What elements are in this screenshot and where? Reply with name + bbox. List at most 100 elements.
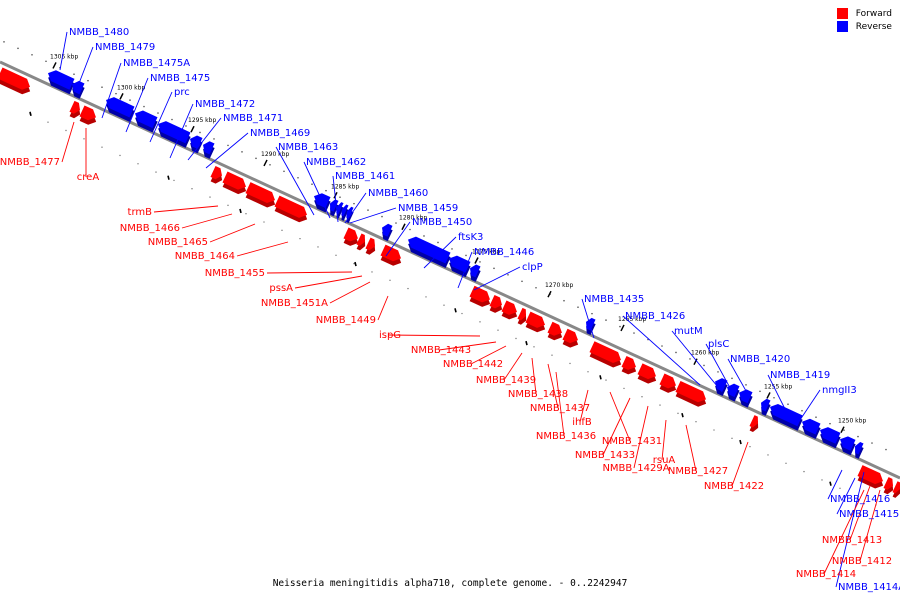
gene-label[interactable]: NMBB_1419	[770, 370, 830, 381]
gene-label[interactable]: NMBB_1466	[120, 223, 180, 234]
gene-label[interactable]: NMBB_1449	[316, 315, 376, 326]
forward-gene[interactable]	[364, 237, 380, 257]
gene-label[interactable]: NMBB_1431	[602, 436, 662, 447]
gene-label[interactable]: NMBB_1427	[668, 466, 728, 477]
reverse-gene[interactable]	[199, 139, 217, 159]
forward-gene[interactable]	[342, 227, 363, 248]
gene-label[interactable]: NMBB_1436	[536, 431, 596, 442]
forward-gene[interactable]	[221, 171, 251, 197]
reverse-gene[interactable]	[836, 434, 858, 456]
gene-label[interactable]: NMBB_1415	[839, 509, 899, 520]
forward-gene[interactable]	[0, 67, 34, 97]
forward-gene[interactable]	[882, 477, 898, 496]
gene-label[interactable]: NMBB_1461	[335, 171, 395, 182]
gene-label[interactable]: NMBB_1426	[625, 311, 685, 322]
gene-label[interactable]: NMBB_1469	[250, 128, 310, 139]
forward-gene[interactable]	[674, 380, 711, 409]
reverse-gene[interactable]	[333, 201, 346, 219]
gene-label[interactable]: NMBB_1455	[205, 268, 265, 279]
gene-label[interactable]: NMBB_1420	[730, 354, 790, 365]
gene-label[interactable]: NMBB_1412	[832, 556, 892, 567]
gene-label[interactable]: trmB	[128, 207, 153, 218]
gene-label[interactable]: NMBB_1477	[0, 157, 60, 168]
gene-label[interactable]: NMBB_1433	[575, 450, 635, 461]
gene-label[interactable]: NMBB_1439	[476, 375, 536, 386]
forward-gene[interactable]	[588, 341, 626, 370]
gene-label[interactable]: prc	[174, 87, 190, 98]
gene-label[interactable]: NMBB_1442	[443, 359, 503, 370]
gene-label[interactable]: nmgII3	[822, 385, 857, 396]
reverse-gene[interactable]	[102, 95, 137, 122]
reverse-gene[interactable]	[766, 401, 805, 431]
gene-label[interactable]: clpP	[522, 262, 543, 273]
forward-gene[interactable]	[524, 311, 550, 335]
gene-label[interactable]: rsuA	[653, 455, 676, 466]
reverse-gene[interactable]	[757, 397, 773, 416]
forward-gene[interactable]	[856, 465, 888, 491]
gene-label[interactable]: NMBB_1422	[704, 481, 764, 492]
gene-label[interactable]: NMBB_1443	[411, 345, 471, 356]
reverse-gene[interactable]	[44, 68, 77, 95]
forward-gene[interactable]	[516, 307, 531, 326]
reverse-gene[interactable]	[851, 441, 866, 459]
reverse-gene[interactable]	[131, 108, 160, 133]
forward-gene[interactable]	[379, 244, 406, 269]
gene-label[interactable]: NMBB_1437	[530, 403, 590, 414]
gene-label[interactable]: NMBB_1429A	[602, 463, 669, 474]
gene-label[interactable]: NMBB_1460	[368, 188, 428, 199]
reverse-gene[interactable]	[68, 79, 87, 99]
forward-gene[interactable]	[244, 182, 280, 210]
reverse-gene[interactable]	[466, 263, 483, 282]
forward-gene[interactable]	[500, 300, 522, 322]
gene-label[interactable]: NMBB_1475	[150, 73, 210, 84]
forward-gene[interactable]	[748, 415, 763, 433]
reverse-gene[interactable]	[338, 204, 351, 221]
gene-label[interactable]: NMBB_1463	[278, 142, 338, 153]
forward-gene[interactable]	[78, 105, 101, 127]
forward-gene[interactable]	[636, 363, 661, 386]
forward-gene[interactable]	[273, 195, 312, 225]
forward-gene[interactable]	[209, 166, 227, 186]
gene-label[interactable]: pssA	[269, 283, 293, 294]
gene-label[interactable]: ftsK3	[458, 232, 483, 243]
reverse-gene[interactable]	[378, 222, 395, 242]
gene-label[interactable]: NMBB_1464	[175, 251, 235, 262]
reverse-gene[interactable]	[798, 416, 823, 440]
gene-label[interactable]: NMBB_1438	[508, 389, 568, 400]
gene-label[interactable]: mutM	[674, 326, 703, 337]
gene-label[interactable]: plsC	[708, 339, 729, 350]
reverse-gene[interactable]	[186, 133, 205, 154]
gene-label[interactable]: NMBB_1414	[796, 569, 856, 580]
gene-label[interactable]: NMBB_1450	[412, 217, 472, 228]
forward-gene[interactable]	[488, 294, 507, 315]
gene-label[interactable]: ihfB	[572, 417, 592, 428]
reverse-gene[interactable]	[711, 376, 730, 397]
gene-label[interactable]: NMBB_1480	[69, 27, 129, 38]
forward-gene[interactable]	[561, 328, 583, 350]
forward-gene[interactable]	[546, 321, 567, 343]
reverse-gene[interactable]	[154, 119, 193, 148]
gene-label[interactable]: NMBB_1416	[830, 494, 890, 505]
gene-label[interactable]: NMBB_1465	[148, 237, 208, 248]
gene-label[interactable]: ispG	[379, 330, 401, 341]
gene-label[interactable]: NMBB_1459	[398, 203, 458, 214]
gene-label[interactable]: NMBB_1435	[584, 294, 644, 305]
gene-label[interactable]: NMBB_1451A	[261, 298, 328, 309]
reverse-gene[interactable]	[816, 425, 843, 449]
reverse-gene[interactable]	[310, 191, 333, 213]
forward-gene[interactable]	[658, 373, 681, 396]
forward-gene[interactable]	[891, 481, 900, 499]
forward-gene[interactable]	[355, 233, 370, 251]
gene-label[interactable]: NMBB_1475A	[123, 58, 190, 69]
gene-label[interactable]: NMBB_1472	[195, 99, 255, 110]
gene-label[interactable]: NMBB_1446	[474, 247, 534, 258]
gene-label[interactable]: creA	[77, 172, 100, 183]
reverse-gene[interactable]	[343, 206, 356, 224]
gene-label[interactable]: NMBB_1413	[822, 535, 882, 546]
forward-gene[interactable]	[68, 100, 85, 120]
gene-label[interactable]: NMBB_1471	[223, 113, 283, 124]
gene-label[interactable]: NMBB_1479	[95, 42, 155, 53]
forward-gene[interactable]	[620, 355, 641, 377]
gene-label[interactable]: NMBB_1414A	[838, 582, 900, 593]
gene-label[interactable]: NMBB_1462	[306, 157, 366, 168]
